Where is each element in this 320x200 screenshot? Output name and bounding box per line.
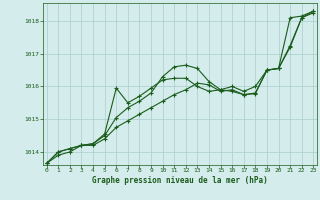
X-axis label: Graphe pression niveau de la mer (hPa): Graphe pression niveau de la mer (hPa) xyxy=(92,176,268,185)
